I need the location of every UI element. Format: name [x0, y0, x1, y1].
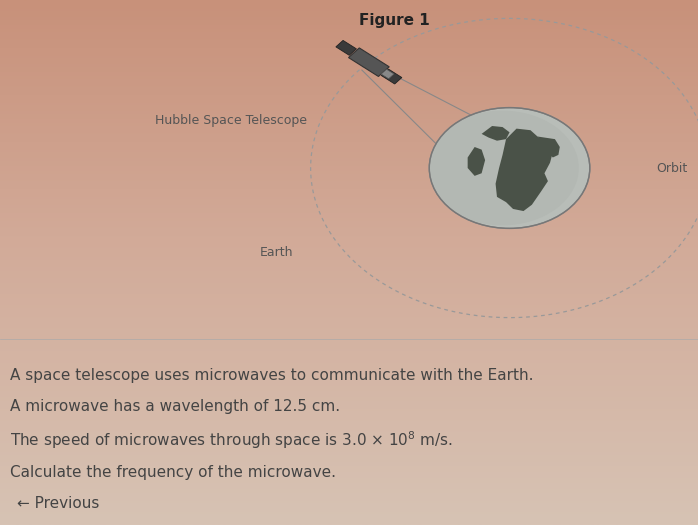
Text: The speed of microwaves through space is 3.0 $\times$ 10$^{8}$ m/s.: The speed of microwaves through space is…: [10, 429, 454, 451]
Text: A space telescope uses microwaves to communicate with the Earth.: A space telescope uses microwaves to com…: [10, 368, 534, 383]
Circle shape: [429, 108, 590, 228]
Polygon shape: [381, 69, 402, 84]
Text: ← Previous: ← Previous: [17, 497, 100, 511]
Polygon shape: [468, 147, 485, 176]
Polygon shape: [381, 69, 394, 79]
Text: Hubble Space Telescope: Hubble Space Telescope: [155, 114, 307, 127]
Circle shape: [426, 111, 579, 225]
Text: Orbit: Orbit: [656, 162, 688, 174]
Text: Calculate the frequency of the microwave.: Calculate the frequency of the microwave…: [10, 465, 336, 480]
Text: A microwave has a wavelength of 12.5 cm.: A microwave has a wavelength of 12.5 cm.: [10, 400, 341, 414]
Polygon shape: [482, 126, 510, 141]
Text: Earth: Earth: [260, 246, 293, 258]
Polygon shape: [537, 136, 560, 158]
Text: Figure 1: Figure 1: [359, 13, 430, 28]
Polygon shape: [348, 48, 389, 77]
Polygon shape: [336, 40, 357, 55]
Polygon shape: [496, 129, 553, 211]
